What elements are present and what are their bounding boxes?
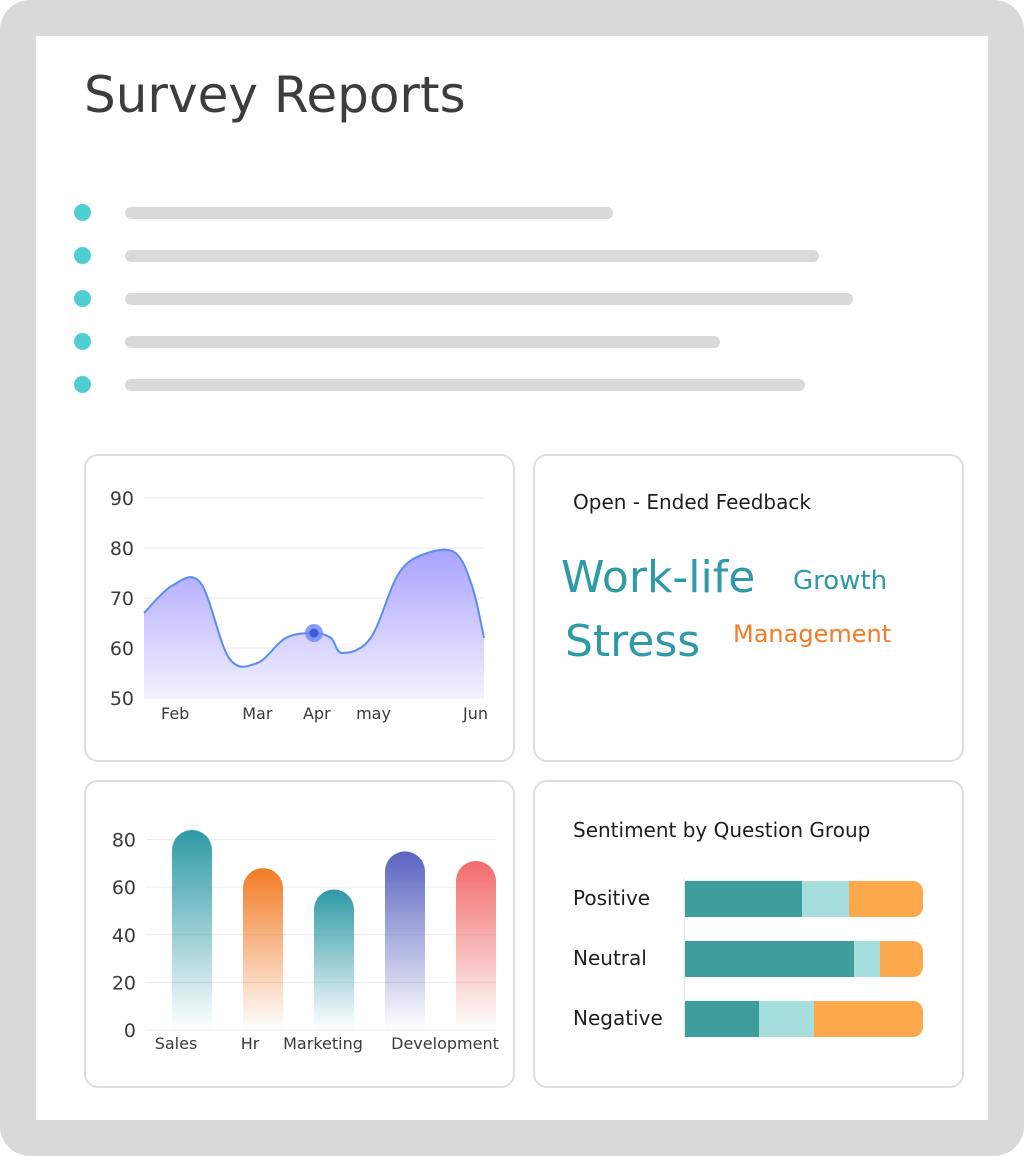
report-page: Survey Reports [36, 36, 988, 1120]
trend-area-chart: 90 80 70 60 50 Feb Mar Apr may Jun [110, 488, 488, 723]
list-item [74, 290, 934, 333]
stack-segment [685, 1001, 759, 1037]
y-tick-label: 60 [112, 877, 136, 899]
sentiment-label-neutral: Neutral [573, 946, 647, 970]
text-placeholder-bar [125, 293, 853, 305]
y-tick-label: 40 [112, 925, 136, 947]
department-bar-chart: 80 60 40 20 0 Sales Hr Marketing Development [112, 830, 499, 1053]
x-tick-label: Apr [303, 704, 331, 723]
text-placeholder-bar [125, 250, 819, 262]
stack-segment [758, 1001, 814, 1037]
text-placeholder-bar [125, 379, 805, 391]
bullet-list [74, 204, 934, 419]
bullet-dot-icon [74, 376, 91, 393]
x-tick-label: Hr [241, 1034, 260, 1053]
list-item [74, 247, 934, 290]
bar [385, 851, 425, 1030]
y-tick-label: 50 [110, 688, 134, 710]
highlight-point [309, 628, 319, 638]
bar [456, 860, 496, 1030]
bar [172, 830, 212, 1030]
x-tick-label: Feb [161, 704, 189, 723]
list-item [74, 333, 934, 376]
list-item [74, 376, 934, 419]
x-tick-label: Development [391, 1034, 499, 1053]
sentiment-label-positive: Positive [573, 886, 651, 910]
bullet-dot-icon [74, 204, 91, 221]
sentiment-label-negative: Negative [573, 1006, 663, 1030]
y-tick-label: 20 [112, 972, 136, 994]
feedback-card: Open - Ended Feedback Work-life Growth S… [533, 454, 964, 762]
word-growth: Growth [793, 566, 888, 596]
word-stress: Stress [565, 616, 701, 667]
x-tick-label: Mar [242, 704, 273, 723]
stack-segment [801, 881, 850, 917]
text-placeholder-bar [125, 336, 720, 348]
sentiment-card: Sentiment by Question Group Positive Neu… [533, 780, 964, 1088]
stack-segment [853, 941, 881, 977]
sentiment-stack-neutral [685, 941, 923, 977]
x-tick-label: Marketing [283, 1034, 363, 1053]
stack-segment [685, 941, 854, 977]
stack-segment [849, 881, 923, 917]
series-line [143, 548, 485, 668]
sentiment-card-title: Sentiment by Question Group [573, 818, 871, 842]
stack-segment [880, 941, 923, 977]
x-tick-label: Sales [155, 1034, 198, 1053]
stack-segment [685, 881, 802, 917]
bullet-dot-icon [74, 247, 91, 264]
bar [243, 868, 283, 1030]
y-tick-label: 80 [112, 830, 136, 852]
list-item [74, 204, 934, 247]
sentiment-stack-positive [685, 881, 923, 917]
area-fill [144, 549, 484, 698]
feedback-card-title: Open - Ended Feedback [573, 490, 811, 514]
y-tick-label: 0 [124, 1020, 136, 1042]
word-work-life: Work-life [561, 552, 756, 603]
stack-segment [813, 1001, 923, 1037]
word-management: Management [733, 620, 892, 648]
y-tick-label: 70 [110, 588, 134, 610]
page-title: Survey Reports [84, 66, 466, 124]
sentiment-axis-line [684, 878, 685, 1038]
sentiment-stack-negative [685, 1001, 923, 1037]
trend-chart-card: 90 80 70 60 50 Feb Mar Apr may Jun [84, 454, 515, 762]
x-tick-label: may [356, 704, 391, 723]
department-chart-card: 80 60 40 20 0 Sales Hr Marketing Development [84, 780, 515, 1088]
bullet-dot-icon [74, 290, 91, 307]
text-placeholder-bar [125, 207, 613, 219]
y-tick-label: 80 [110, 538, 134, 560]
x-tick-label: Jun [462, 704, 488, 723]
y-tick-label: 90 [110, 488, 134, 510]
bullet-dot-icon [74, 333, 91, 350]
bar [314, 889, 354, 1030]
y-tick-label: 60 [110, 638, 134, 660]
